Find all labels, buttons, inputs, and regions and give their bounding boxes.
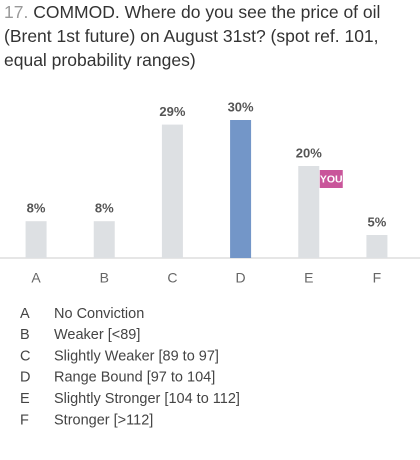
you-badge xyxy=(319,170,343,188)
value-label: 20% xyxy=(296,145,322,160)
legend-letter: D xyxy=(20,370,30,386)
x-tick-label: E xyxy=(304,270,313,286)
value-label: 5% xyxy=(368,214,387,229)
value-label: 29% xyxy=(159,104,185,119)
x-tick-label: F xyxy=(373,270,382,286)
bar xyxy=(161,124,183,258)
legend-description: Stronger [>112] xyxy=(54,412,153,428)
question-text: COMMOD. Where do you see the price of oi… xyxy=(4,2,381,70)
bar xyxy=(25,221,47,258)
value-label: 8% xyxy=(95,201,114,216)
you-label: YOU xyxy=(320,173,343,185)
question-number: 17. xyxy=(4,2,29,22)
bar xyxy=(230,120,252,258)
legend-description: Slightly Weaker [89 to 97] xyxy=(54,348,219,364)
legend-letter: E xyxy=(20,391,30,407)
legend-description: No Conviction xyxy=(54,306,144,322)
x-tick-label: A xyxy=(31,270,41,286)
x-tick-label: B xyxy=(100,270,109,286)
value-label: 8% xyxy=(27,201,46,216)
legend-description: Range Bound [97 to 104] xyxy=(54,370,215,386)
legend-description: Weaker [<89] xyxy=(54,327,140,343)
x-tick-label: C xyxy=(167,270,177,286)
question-title: 17. COMMOD. Where do you see the price o… xyxy=(4,0,409,72)
legend-letter: F xyxy=(20,412,29,428)
bar xyxy=(366,235,388,258)
legend-description: Slightly Stronger [104 to 112] xyxy=(54,391,240,407)
value-label: 30% xyxy=(228,99,254,114)
x-tick-label: D xyxy=(236,270,246,286)
legend-letter: A xyxy=(20,306,30,322)
legend-letter: C xyxy=(20,348,30,364)
bar xyxy=(93,221,115,258)
legend-letter: B xyxy=(20,327,30,343)
bar xyxy=(298,166,320,258)
